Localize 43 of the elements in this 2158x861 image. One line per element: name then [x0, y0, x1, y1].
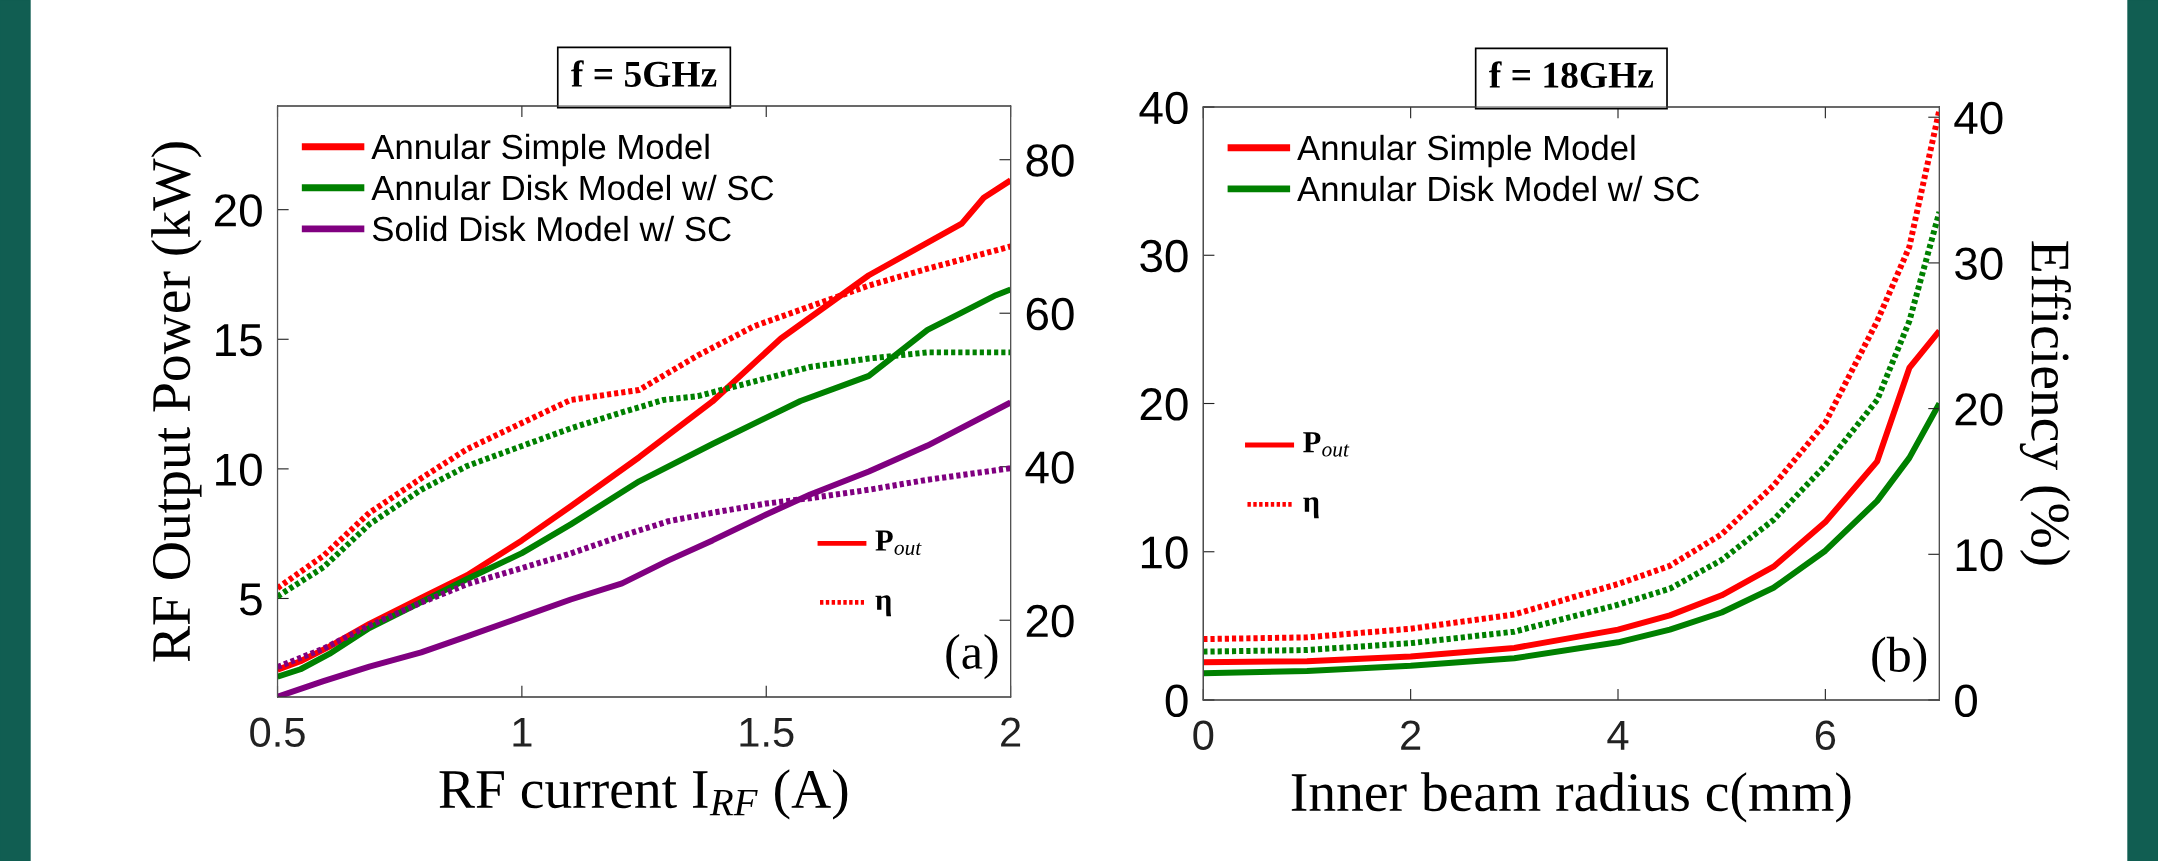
- annotation: (b): [1872, 636, 1927, 683]
- x-tick-label: 0.5: [250, 717, 305, 748]
- y-axis-title: RF Output Power (kW): [151, 142, 202, 662]
- y2-tick-label: 40: [1954, 101, 2003, 135]
- y2-tick-label: 20: [1955, 393, 2003, 426]
- chart-title: f = 5GHz: [571, 60, 717, 87]
- y-tick-label: 15: [216, 324, 262, 357]
- y-tick-label: 0: [1165, 684, 1188, 718]
- y2-tick-label: 20: [1026, 604, 1074, 638]
- annotation: (a): [946, 633, 998, 680]
- annotation: P$_{out}$: [875, 530, 922, 555]
- legend-label: Annular Disk Model w/ SC: [371, 174, 774, 201]
- y-tick-label: 10: [216, 453, 262, 486]
- y2-tick-label: 60: [1026, 297, 1074, 331]
- x-tick-label: 6: [1815, 720, 1836, 751]
- x-axis-title: RF current I$_{RF}$ (A): [439, 769, 848, 820]
- y-tick-label: 20: [1140, 388, 1188, 421]
- chart-title: f = 18GHz: [1489, 61, 1654, 88]
- x-axis-title: Inner beam radius c(mm): [1291, 772, 1851, 823]
- legend-label: Annular Disk Model w/ SC: [1297, 175, 1700, 202]
- x-tick-label: 2: [1401, 720, 1421, 750]
- x-tick-label: 1.5: [740, 717, 794, 748]
- y2-tick-label: 30: [1955, 247, 2003, 280]
- x-tick-label: 2: [1001, 717, 1021, 747]
- legend-label: Annular Simple Model: [371, 133, 709, 167]
- y-tick-label: 40: [1139, 91, 1188, 125]
- y-tick-label: 10: [1141, 536, 1188, 569]
- annotation: η: [875, 595, 892, 617]
- y2-tick-label: 80: [1026, 144, 1074, 177]
- legend-label: Annular Simple Model: [1297, 134, 1635, 168]
- y-tick-label: 5: [239, 583, 262, 616]
- x-tick-label: 4: [1607, 720, 1629, 750]
- annotation: η: [1303, 497, 1319, 519]
- y2-tick-label: 0: [1955, 684, 1977, 718]
- annotation: P$_{out}$: [1303, 432, 1350, 457]
- y2-axis-title: Efficiency (%): [2019, 241, 2071, 565]
- y2-tick-label: 40: [1025, 451, 1074, 484]
- y-tick-label: 20: [214, 194, 262, 227]
- x-tick-label: 1: [513, 717, 532, 747]
- legend-label: Solid Disk Model w/ SC: [372, 215, 731, 242]
- y-tick-label: 30: [1140, 239, 1188, 273]
- y2-tick-label: 10: [1956, 538, 2003, 572]
- x-tick-label: 0: [1193, 720, 1214, 751]
